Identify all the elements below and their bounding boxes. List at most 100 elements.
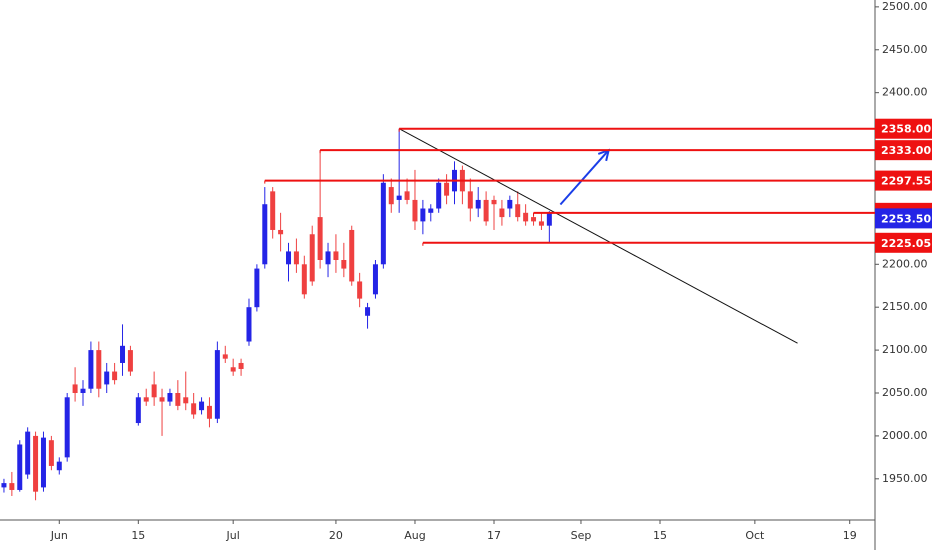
x-tick-label: Aug (404, 529, 425, 542)
candle-body (444, 182, 450, 196)
candle-body (214, 350, 220, 419)
y-tick-label: 2000.00 (882, 429, 928, 442)
y-tick-label: 1950.00 (882, 472, 928, 485)
x-tick-label: 20 (329, 529, 343, 542)
candle-body (222, 354, 228, 359)
candle-body (412, 199, 418, 222)
candle-body (357, 281, 363, 299)
candle-body (151, 384, 157, 398)
candle-body (33, 435, 39, 492)
candle-body (80, 388, 86, 394)
candle-body (396, 195, 402, 200)
trendline (398, 128, 798, 344)
candle-body (167, 393, 173, 402)
last-price-box (875, 208, 932, 229)
candle-body (230, 367, 236, 372)
candle-body (286, 251, 292, 265)
x-tick-label: Oct (745, 529, 765, 542)
candle-body (538, 221, 544, 226)
candle-body (199, 401, 205, 411)
candle-body (191, 403, 197, 415)
candle-body (317, 217, 323, 260)
candle-body (25, 431, 31, 475)
candle-body (1, 483, 7, 488)
candle-body (293, 251, 299, 265)
x-tick-label: Jun (50, 529, 68, 542)
candle-body (380, 182, 386, 265)
y-tick-label: 2200.00 (882, 257, 928, 270)
candle-body (88, 350, 94, 389)
price-label-box (875, 170, 932, 191)
candle-body (127, 350, 133, 372)
candle-body (135, 397, 141, 424)
price-label-box (875, 232, 932, 253)
candle-body (262, 204, 268, 265)
candle-body (206, 405, 212, 419)
candle-body (254, 268, 260, 308)
candle-body (420, 208, 426, 222)
price-label-box (875, 118, 932, 139)
candle-body (491, 199, 497, 205)
candle-body (40, 437, 46, 488)
candle-body (523, 212, 529, 222)
candle-body (143, 397, 149, 402)
candle-body (499, 208, 505, 218)
candle-body (436, 182, 442, 209)
candle-body (531, 217, 537, 222)
candle-body (333, 251, 339, 260)
price-label: 2358.00 (881, 123, 931, 136)
candle-body (175, 393, 181, 406)
candle-body (301, 264, 307, 295)
candle-body (365, 307, 371, 316)
candle-body (349, 229, 355, 282)
candle-body (159, 397, 165, 402)
candle-body (475, 199, 481, 209)
y-tick-label: 2050.00 (882, 386, 928, 399)
candle-body (372, 264, 378, 295)
candle-body (183, 397, 189, 404)
last-price-label: 2253.50 (881, 212, 931, 225)
y-tick-label: 2500.00 (882, 0, 928, 13)
candle-body (246, 307, 252, 342)
price-label-box (875, 140, 932, 161)
x-tick-label: 17 (487, 529, 501, 542)
candle-body (112, 371, 118, 381)
candle-body (238, 362, 244, 369)
y-tick-label: 2150.00 (882, 300, 928, 313)
candle-body (17, 444, 23, 490)
y-tick-label: 2400.00 (882, 86, 928, 99)
candle-body (388, 187, 394, 205)
candle-body (341, 260, 347, 269)
candle-body (309, 234, 315, 282)
x-tick-label: 19 (843, 529, 857, 542)
x-tick-label: 15 (131, 529, 145, 542)
candle-body (9, 483, 15, 490)
candle-body (467, 191, 473, 209)
y-tick-label: 2450.00 (882, 43, 928, 56)
arrow (559, 149, 610, 206)
candle-body (483, 199, 489, 222)
candle-body (507, 199, 513, 209)
candle-body (72, 384, 78, 394)
candle-body (104, 371, 110, 385)
x-tick-label: 15 (653, 529, 667, 542)
price-label: 2225.05 (881, 237, 931, 250)
candle-body (270, 191, 276, 230)
x-tick-label: Sep (571, 529, 592, 542)
candle-body (278, 229, 284, 235)
candle-body (546, 212, 552, 226)
candle-body (64, 397, 70, 458)
x-tick-label: Jul (226, 529, 240, 542)
candle-body (325, 251, 331, 265)
price-label: 2297.55 (881, 175, 931, 188)
candle-body (515, 204, 521, 218)
price-label: 2333.00 (881, 144, 931, 157)
candle-body (48, 440, 54, 466)
candle-body (96, 350, 102, 389)
y-tick-label: 2100.00 (882, 343, 928, 356)
candle-body (428, 208, 434, 213)
candle-body (404, 191, 410, 200)
candle-body (120, 345, 126, 363)
